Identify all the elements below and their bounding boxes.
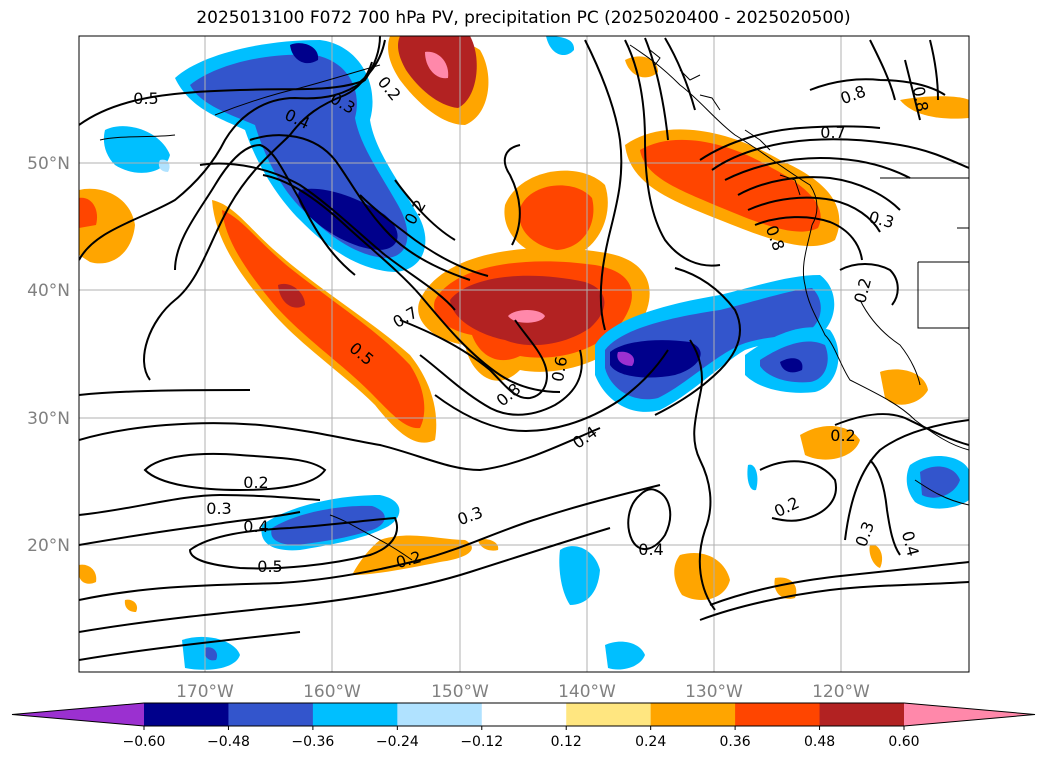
lon-label: 170°W — [176, 682, 234, 702]
lat-label: 40°N — [27, 281, 70, 301]
lon-label: 120°W — [812, 682, 870, 702]
lat-label: 50°N — [27, 154, 70, 174]
latitude-labels: 50°N 40°N 30°N 20°N — [27, 154, 70, 556]
contour-label: 0.4 — [638, 540, 663, 559]
contour-label: 0.4 — [243, 517, 268, 536]
graticule — [79, 36, 969, 672]
colorbar-tick-label: 0.48 — [804, 734, 835, 750]
colorbar-segment — [650, 703, 736, 726]
colorbar-segment — [819, 703, 905, 726]
colorbar-segment — [735, 703, 821, 726]
contour-label: 0.3 — [206, 499, 231, 518]
contour-label: 0.5 — [257, 557, 282, 576]
lat-label: 30°N — [27, 409, 70, 429]
colorbar-tick-label: −0.48 — [207, 734, 250, 750]
colorbar-tick-label: −0.60 — [123, 734, 166, 750]
contour-label: 0.8 — [909, 85, 932, 113]
coastlines — [99, 44, 969, 561]
map-title: 2025013100 F072 700 hPa PV, precipitatio… — [196, 8, 851, 28]
contour-label: 0.2 — [830, 426, 855, 445]
colorbar-extend-low — [12, 703, 144, 726]
colorbar-tick-label: 0.12 — [551, 734, 582, 750]
colorbar: −0.60 −0.48 −0.36 −0.24 −0.12 0.12 0.24 0.36 0.4… — [11, 702, 1036, 750]
colorbar-extend-high — [904, 703, 1035, 726]
colorbar-segment — [481, 703, 567, 726]
colorbar-segment — [144, 703, 229, 726]
colorbar-tick-label: −0.12 — [460, 734, 503, 750]
colorbar-segment — [228, 703, 314, 726]
lon-label: 150°W — [431, 682, 489, 702]
contour-label: 0.7 — [820, 123, 845, 142]
colorbar-tick-label: −0.24 — [376, 734, 419, 750]
lon-label: 140°W — [558, 682, 616, 702]
colorbar-tick-label: 0.36 — [720, 734, 751, 750]
precip-positive-blobs — [79, 36, 969, 612]
contour-label: 0.6 — [548, 355, 571, 383]
contour-label: 0.2 — [243, 473, 268, 492]
pv-contours — [79, 36, 969, 661]
colorbar-segment — [566, 703, 652, 726]
contour-label: 0.5 — [133, 89, 158, 108]
colorbar-tick-label: 0.60 — [888, 734, 919, 750]
map-frame — [78, 35, 970, 673]
longitude-labels: 170°W 160°W 150°W 140°W 130°W 120°W — [176, 682, 870, 702]
colorbar-segment — [312, 703, 398, 726]
colorbar-tick-label: 0.24 — [635, 734, 666, 750]
colorbar-tick-label: −0.36 — [291, 734, 334, 750]
lat-label: 20°N — [27, 536, 70, 556]
colorbar-segment — [397, 703, 483, 726]
lon-label: 160°W — [303, 682, 361, 702]
precip-negative-blobs — [103, 36, 969, 670]
map-area: 0.5 0.4 0.3 0.2 0.2 0.8 0.8 0.7 0.3 0.8 … — [79, 36, 969, 672]
lon-label: 130°W — [685, 682, 743, 702]
